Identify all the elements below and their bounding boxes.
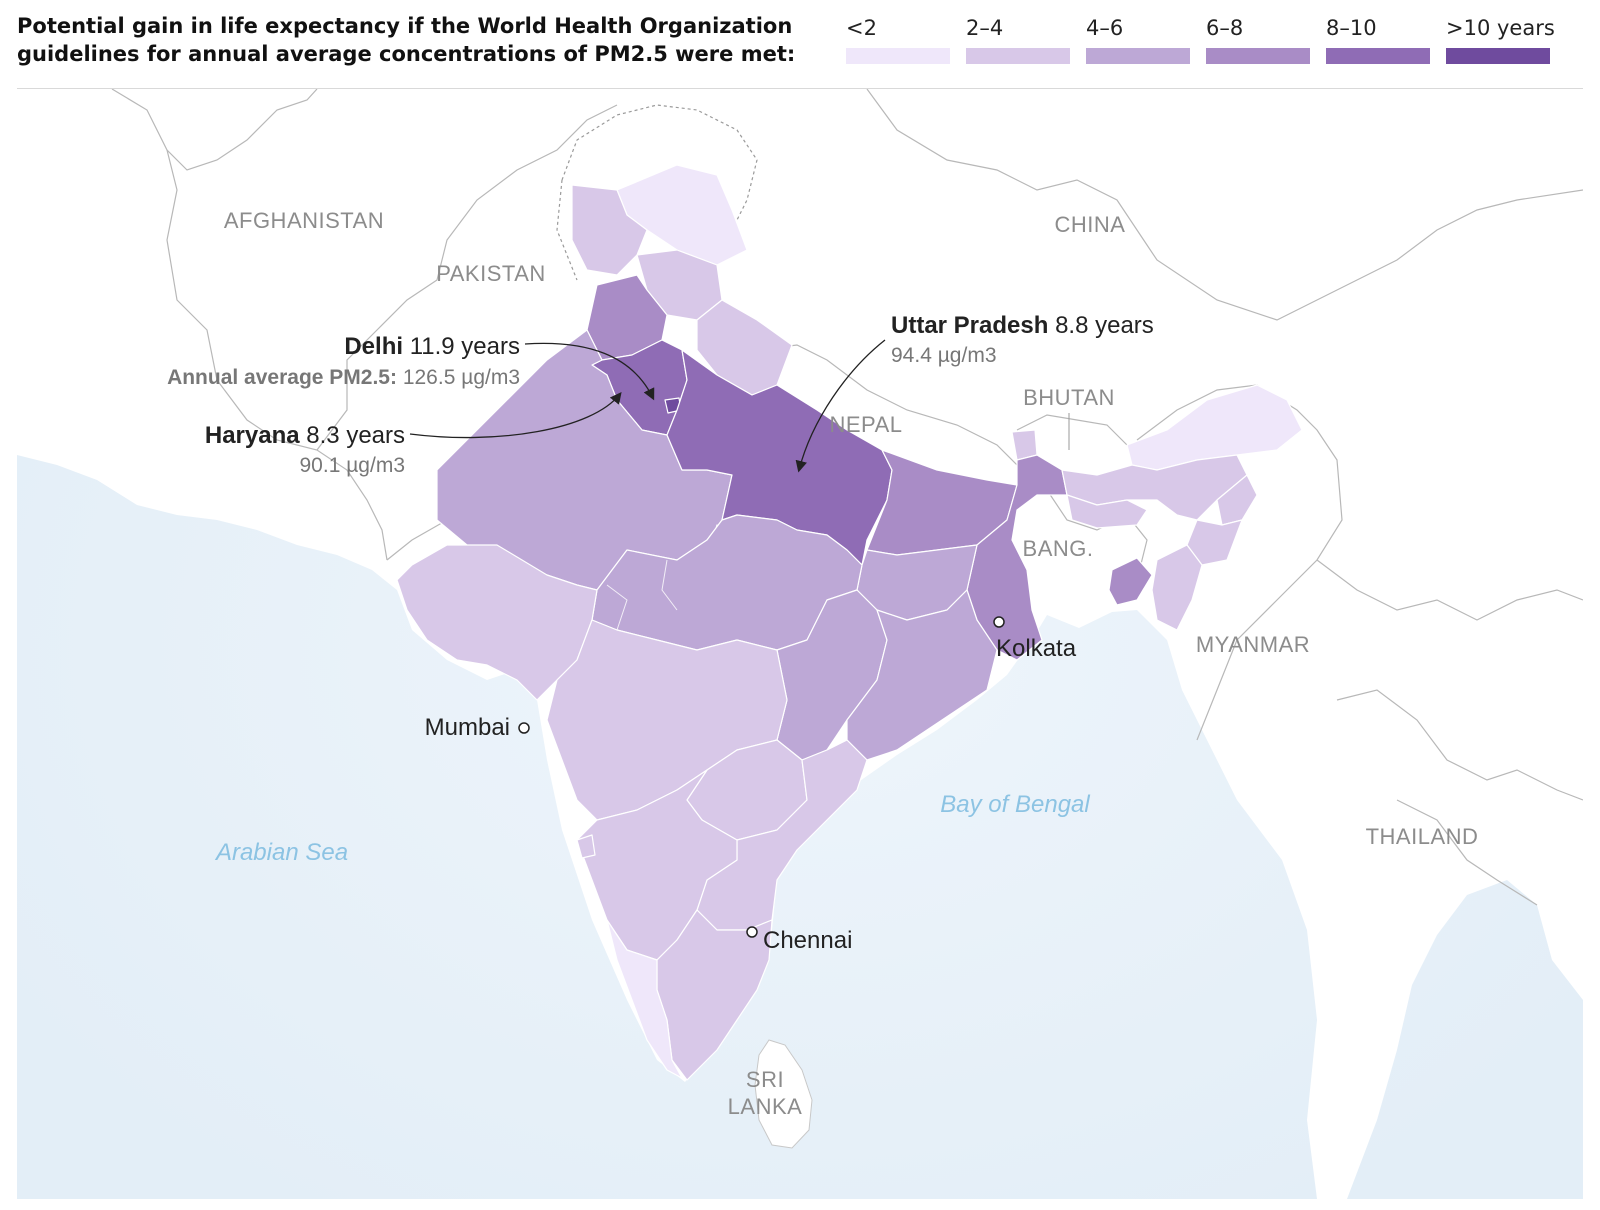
legend-label: 8–10: [1326, 16, 1377, 40]
annotation-delhi-pm-label: Annual average PM2.5:: [167, 366, 397, 389]
annotation-delhi-name: Delhi: [344, 333, 403, 360]
map-title: Potential gain in life expectancy if the…: [17, 14, 796, 66]
label-bangladesh: BANG.: [1023, 536, 1094, 561]
disputed-borders: [556, 104, 758, 281]
arrow-delhi: [524, 342, 655, 401]
label-nepal: NEPAL: [829, 412, 902, 437]
annotation-delhi-text: Delhi 11.9 years: [344, 333, 520, 360]
annotation-haryana: Haryana 8.3 years 90.1 µg/m3: [205, 391, 622, 477]
india-states: [396, 164, 1303, 1081]
label-china: CHINA: [1055, 212, 1126, 237]
label-myanmar: MYANMAR: [1196, 632, 1310, 657]
annotation-up-years: 8.8 years: [1055, 312, 1154, 339]
state-tripura: [1108, 557, 1153, 606]
label-bay-of-bengal: Bay of Bengal: [940, 791, 1090, 818]
annotation-delhi-pm-value: 126.5 µg/m3: [403, 366, 520, 389]
state-mizoram: [1151, 544, 1203, 631]
city-dot-chennai: [746, 926, 758, 938]
state-kerala: [606, 919, 683, 1079]
annotation-delhi: Delhi 11.9 years Annual average PM2.5: 1…: [167, 333, 655, 401]
label-sri-lanka-1: SRI: [746, 1067, 784, 1092]
legend-label: >10 years: [1446, 16, 1555, 40]
arrow-uttar-pradesh: [795, 339, 886, 473]
legend-label: <2: [846, 16, 877, 40]
city-dot-mumbai: [518, 722, 530, 734]
annotation-delhi-years: 11.9 years: [410, 333, 520, 360]
legend-item-8-10: 8–10: [1326, 14, 1431, 74]
annotation-up-text: Uttar Pradesh 8.8 years: [891, 312, 1154, 339]
map-canvas: AFGHANISTAN PAKISTAN CHINA NEPAL BHUTAN …: [17, 89, 1583, 1199]
state-odisha: [846, 589, 998, 761]
legend-swatch: [966, 48, 1070, 64]
legend-swatch: [1206, 48, 1310, 64]
city-dot-kolkata: [993, 616, 1005, 628]
legend-label: 2–4: [966, 16, 1004, 40]
label-chennai: Chennai: [763, 927, 852, 954]
annotation-haryana-name: Haryana: [205, 422, 300, 449]
label-pakistan: PAKISTAN: [436, 261, 546, 286]
annotation-delhi-pm: Annual average PM2.5: 126.5 µg/m3: [167, 366, 520, 389]
header-divider: [17, 88, 1583, 89]
legend-item-lt2: <2: [846, 14, 951, 74]
legend-item-gt10: >10 years: [1446, 14, 1555, 74]
country-borders: [111, 89, 1583, 906]
label-arabian-sea: Arabian Sea: [214, 839, 348, 866]
state-goa: [576, 834, 596, 859]
legend-item-4-6: 4–6: [1086, 14, 1191, 74]
state-nagaland: [1216, 474, 1258, 526]
label-afghanistan: AFGHANISTAN: [224, 208, 384, 233]
legend-label: 4–6: [1086, 16, 1124, 40]
country-labels: AFGHANISTAN PAKISTAN CHINA NEPAL BHUTAN …: [224, 208, 1479, 1119]
legend: <2 2–4 4–6 6–8 8–10 >10 years: [846, 14, 1586, 74]
legend-item-2-4: 2–4: [966, 14, 1071, 74]
sri-lanka-land: [754, 1039, 813, 1149]
legend-item-6-8: 6–8: [1206, 14, 1311, 74]
label-bhutan: BHUTAN: [1023, 385, 1115, 410]
label-thailand: THAILAND: [1366, 824, 1479, 849]
state-lines: [606, 559, 678, 631]
annotation-haryana-text: Haryana 8.3 years: [205, 422, 405, 449]
label-kolkata: Kolkata: [996, 635, 1077, 662]
annotation-uttar-pradesh: Uttar Pradesh 8.8 years 94.4 µg/m3: [795, 312, 1154, 473]
water-labels: Arabian Sea Bay of Bengal: [214, 791, 1090, 866]
legend-swatch: [846, 48, 950, 64]
cities: Mumbai Kolkata Chennai: [425, 616, 1077, 954]
annotation-up-name: Uttar Pradesh: [891, 312, 1048, 339]
annotation-up-pm: 94.4 µg/m3: [891, 344, 997, 367]
legend-swatch: [1086, 48, 1190, 64]
annotation-haryana-years: 8.3 years: [306, 422, 405, 449]
arrow-haryana: [409, 391, 622, 439]
legend-swatch: [1326, 48, 1430, 64]
annotation-haryana-pm: 90.1 µg/m3: [300, 454, 406, 477]
state-meghalaya: [1066, 494, 1148, 529]
label-mumbai: Mumbai: [425, 714, 510, 741]
state-karnataka: [576, 769, 738, 961]
legend-swatch: [1446, 48, 1550, 64]
label-sri-lanka-2: LANKA: [728, 1094, 803, 1119]
legend-label: 6–8: [1206, 16, 1244, 40]
